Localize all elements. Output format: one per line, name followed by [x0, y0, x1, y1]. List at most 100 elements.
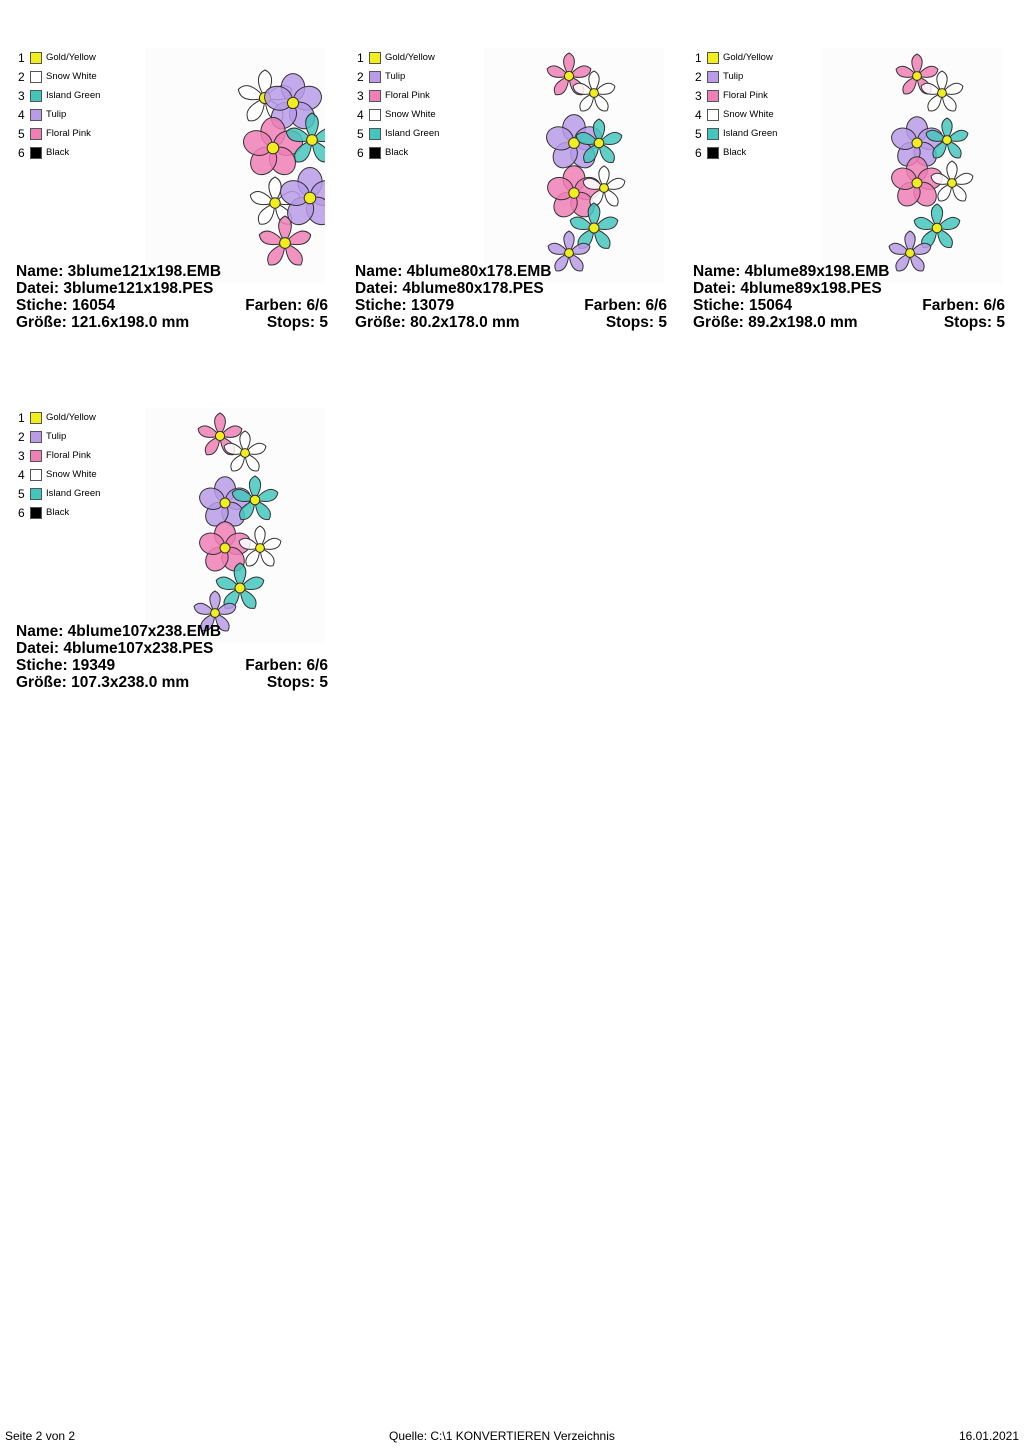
- palette-row: 2 Tulip: [695, 67, 805, 86]
- palette-number: 6: [357, 145, 364, 160]
- footer-date: 16.01.2021: [958, 1429, 1019, 1443]
- design-file: Datei: 4blume89x198.PES: [693, 280, 882, 297]
- flower-shape: [199, 476, 251, 527]
- palette-row: 5 Island Green: [357, 124, 467, 143]
- palette-row: 3 Floral Pink: [18, 446, 128, 465]
- embroidery-preview-image: [822, 48, 1002, 283]
- flower-artwork: [546, 52, 626, 272]
- flower-shape: [930, 160, 974, 202]
- palette-row: 4 Snow White: [18, 465, 128, 484]
- flower-shape: [547, 230, 591, 272]
- color-swatch: [369, 70, 381, 83]
- color-name: Floral Pink: [46, 128, 91, 139]
- color-swatch: [30, 146, 42, 159]
- palette-number: 4: [695, 107, 702, 122]
- design-info: Name: 4blume107x238.EMB Datei: 4blume107x…: [16, 623, 328, 691]
- flower-shape: [231, 475, 279, 521]
- palette-number: 5: [18, 486, 25, 501]
- design-info: Name: 4blume80x178.EMB Datei: 4blume80x17…: [355, 263, 667, 331]
- color-palette: 1 Gold/Yellow 2 Tulip 3 Floral Pink 4 Snow Whit…: [357, 48, 467, 162]
- color-name: Black: [723, 147, 747, 158]
- palette-number: 4: [18, 107, 25, 122]
- palette-number: 2: [18, 69, 25, 84]
- palette-number: 2: [357, 69, 364, 84]
- palette-row: 5 Island Green: [695, 124, 805, 143]
- color-palette: 1 Gold/Yellow 2 Snow White 3 Island Green 4 Tul…: [18, 48, 128, 162]
- design-size: Größe: 80.2x178.0 mm: [355, 314, 520, 331]
- color-name: Snow White: [46, 71, 97, 82]
- palette-number: 5: [18, 126, 25, 141]
- design-info: Name: 3blume121x198.EMB Datei: 3blume121x…: [16, 263, 328, 331]
- info-row: Name: 4blume80x178.EMB: [355, 263, 667, 280]
- color-swatch: [707, 89, 719, 102]
- palette-row: 1 Gold/Yellow: [18, 48, 128, 67]
- flower-shape: [888, 230, 932, 272]
- palette-number: 1: [18, 50, 25, 65]
- palette-row: 2 Snow White: [18, 67, 128, 86]
- color-swatch: [30, 70, 42, 83]
- flower-shape: [572, 70, 616, 112]
- info-row: Größe: 107.3x238.0 mm Stops: 5: [16, 674, 328, 691]
- color-name: Floral Pink: [723, 90, 768, 101]
- info-row: Name: 4blume89x198.EMB: [693, 263, 1005, 280]
- flower-shape: [243, 117, 303, 176]
- color-name: Snow White: [385, 109, 436, 120]
- color-swatch: [707, 108, 719, 121]
- palette-number: 6: [18, 145, 25, 160]
- flower-shape: [223, 430, 267, 472]
- flower-shape: [913, 203, 961, 249]
- color-swatch: [30, 51, 42, 64]
- color-swatch: [707, 70, 719, 83]
- palette-row: 4 Tulip: [18, 105, 128, 124]
- palette-number: 3: [695, 88, 702, 103]
- stitch-count: Stiche: 13079: [355, 297, 455, 314]
- color-name: Black: [46, 147, 70, 158]
- palette-number: 3: [357, 88, 364, 103]
- flower-shape: [569, 202, 619, 249]
- info-row: Datei: 4blume107x238.PES: [16, 640, 328, 657]
- flower-shape: [925, 117, 969, 159]
- palette-row: 6 Black: [18, 503, 128, 522]
- design-block: 1 Gold/Yellow 2 Snow White 3 Island Green 4 Tul…: [10, 20, 330, 360]
- info-row: Stiche: 16054 Farben: 6/6: [16, 297, 328, 314]
- info-row: Größe: 121.6x198.0 mm Stops: 5: [16, 314, 328, 331]
- palette-number: 3: [18, 448, 25, 463]
- design-size: Größe: 121.6x198.0 mm: [16, 314, 190, 331]
- info-row: Stiche: 13079 Farben: 6/6: [355, 297, 667, 314]
- design-file: Datei: 4blume107x238.PES: [16, 640, 214, 657]
- footer-source: Quelle: C:\1 KONVERTIEREN Verzeichnis: [389, 1429, 615, 1443]
- design-block: 1 Gold/Yellow 2 Tulip 3 Floral Pink 4 Snow Whit…: [10, 380, 330, 720]
- palette-number: 5: [357, 126, 364, 141]
- color-name: Black: [46, 507, 70, 518]
- palette-number: 1: [18, 410, 25, 425]
- design-name: Name: 3blume121x198.EMB: [16, 263, 222, 280]
- color-swatch: [707, 146, 719, 159]
- stop-count: Stops: 5: [943, 314, 1005, 331]
- palette-number: 1: [695, 50, 702, 65]
- color-swatch: [707, 127, 719, 140]
- color-swatch: [30, 108, 42, 121]
- stitch-count: Stiche: 15064: [693, 297, 793, 314]
- design-file: Datei: 4blume80x178.PES: [355, 280, 544, 297]
- palette-number: 6: [695, 145, 702, 160]
- color-name: Floral Pink: [385, 90, 430, 101]
- palette-row: 4 Snow White: [357, 105, 467, 124]
- color-name: Snow White: [46, 469, 97, 480]
- palette-number: 4: [357, 107, 364, 122]
- palette-row: 6 Black: [18, 143, 128, 162]
- palette-row: 2 Tulip: [357, 67, 467, 86]
- color-name: Island Green: [385, 128, 440, 139]
- color-name: Gold/Yellow: [46, 412, 96, 423]
- design-size: Größe: 89.2x198.0 mm: [693, 314, 858, 331]
- info-row: Name: 3blume121x198.EMB: [16, 263, 328, 280]
- design-block: 1 Gold/Yellow 2 Tulip 3 Floral Pink 4 Snow Whit…: [687, 20, 1007, 360]
- color-swatch: [30, 506, 42, 519]
- palette-row: 1 Gold/Yellow: [695, 48, 805, 67]
- color-name: Island Green: [46, 90, 101, 101]
- color-swatch: [369, 146, 381, 159]
- info-row: Stiche: 15064 Farben: 6/6: [693, 297, 1005, 314]
- color-name: Tulip: [46, 431, 67, 442]
- flower-shape: [920, 70, 964, 112]
- color-name: Tulip: [46, 109, 67, 120]
- color-palette: 1 Gold/Yellow 2 Tulip 3 Floral Pink 4 Snow Whit…: [695, 48, 805, 162]
